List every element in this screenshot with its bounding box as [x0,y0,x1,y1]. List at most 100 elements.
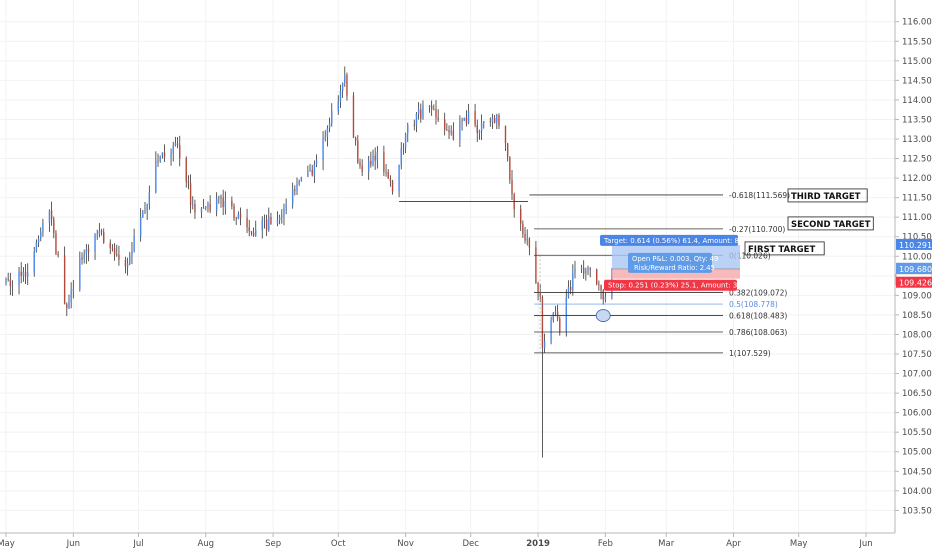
candle-body [209,203,211,211]
candle-body [480,122,483,131]
target-label-bg [600,234,738,246]
candle-body [300,176,303,181]
open-pnl-label: Open P&L: 0.003, Qty: 49 [632,255,718,263]
price-tag-label: 109.680 [899,265,932,274]
candle-body [202,207,205,209]
candle-body [252,232,255,236]
time-tick-label: May [0,539,15,549]
candle-body [63,255,66,305]
price-tick-label: 116.000 [902,18,932,28]
time-tick-label: Mar [658,539,675,549]
candle-body [491,118,494,122]
candle-body [413,125,415,127]
candle-body [139,217,142,237]
candle-body [118,254,120,260]
candle-body [276,219,279,224]
fibonacci-retracement[interactable]: -0.618(111.569) -0.27(110.700) 0(110.026) 0… [399,191,790,358]
candle-body [233,205,235,219]
support-highlight-circle [595,309,611,322]
candle-body [572,273,574,290]
candle-body [459,120,461,140]
candle-body [220,196,222,199]
price-axis[interactable]: 116.000 115.500 115.000 114.500 114.000 113.5… [894,0,932,533]
time-tick-label: Jul [132,539,143,549]
candle-body [235,218,237,220]
candle-body [580,267,583,269]
candle-body [604,296,607,300]
fib-level-label: -0.618(111.569) [729,191,790,200]
candle-body [372,155,374,165]
candle-body [48,210,51,223]
candle-body [435,109,437,118]
price-tag [896,238,932,250]
candle-body [70,290,72,302]
candle-body [463,117,465,122]
candle-body [33,251,35,273]
price-tick-label: 112.000 [902,174,932,184]
candle-body [94,234,96,253]
candle-body [600,284,602,291]
candle-body [55,233,57,254]
price-tick-label: 113.000 [902,135,932,145]
candle-body [163,152,166,158]
candle-body [111,247,114,249]
candle-body [452,130,455,140]
candle-body [294,189,296,191]
candle-body [148,192,151,205]
fib-level-label: 0(110.026) [729,251,771,260]
candle-body [465,117,468,124]
third-target-label: THIRD TARGET [791,192,861,202]
candle-body [417,109,420,114]
candle-body [569,287,572,290]
candle-body [207,203,209,207]
candle-body [131,250,133,256]
candle-body [476,124,478,133]
candle-body [192,204,194,205]
candle-body [478,130,481,133]
long-position-tool[interactable]: Target: 0.614 (0.56%) 61.4, Amount: 80.0… [600,234,755,291]
candle-body [341,82,344,91]
candle-body [315,160,318,165]
candle-body [602,290,604,300]
candle-body [11,285,14,287]
candle-body [72,289,75,291]
candle-body [22,271,25,276]
time-tick-label: Sep [265,539,281,549]
candle-body [385,171,387,173]
time-tick-label: 2019 [526,539,550,549]
price-tick-label: 104.000 [902,487,932,497]
candle-body [448,130,450,133]
candle-body [496,115,498,123]
candle-body [296,183,298,191]
fib-level-label: 1(107.529) [729,349,771,358]
candle-body [109,242,111,248]
candle-body [170,153,172,158]
candle-body [582,267,585,274]
candle-body [215,198,218,211]
candle-body [5,278,7,284]
pnl-label-bg [628,252,712,273]
price-tag-label: 109.426 [899,279,932,288]
price-tick-label: 107.000 [902,370,932,380]
fib-level-label: 0.382(109.072) [729,289,787,298]
candle-body [40,231,42,239]
time-axis[interactable]: May Jun Jul Aug Sep Oct Nov Dec 2019 Feb Mar Apr May… [0,532,895,549]
price-tick-label: 110.500 [902,233,932,243]
price-tick-label: 109.000 [902,291,932,301]
stop-zone[interactable] [611,268,740,279]
price-tick-label: 115.500 [902,37,932,47]
price-tick-label: 108.500 [902,311,932,321]
candle-body [218,196,220,199]
candle-body [596,269,598,285]
candle-body [400,148,402,165]
price-tag [896,276,932,288]
candle-body [430,106,433,110]
candle-body [116,254,118,256]
candle-body [509,156,511,180]
second-target-label: SECOND TARGET [791,220,871,230]
price-tick-label: 105.000 [902,448,932,458]
candle-body [524,233,526,241]
